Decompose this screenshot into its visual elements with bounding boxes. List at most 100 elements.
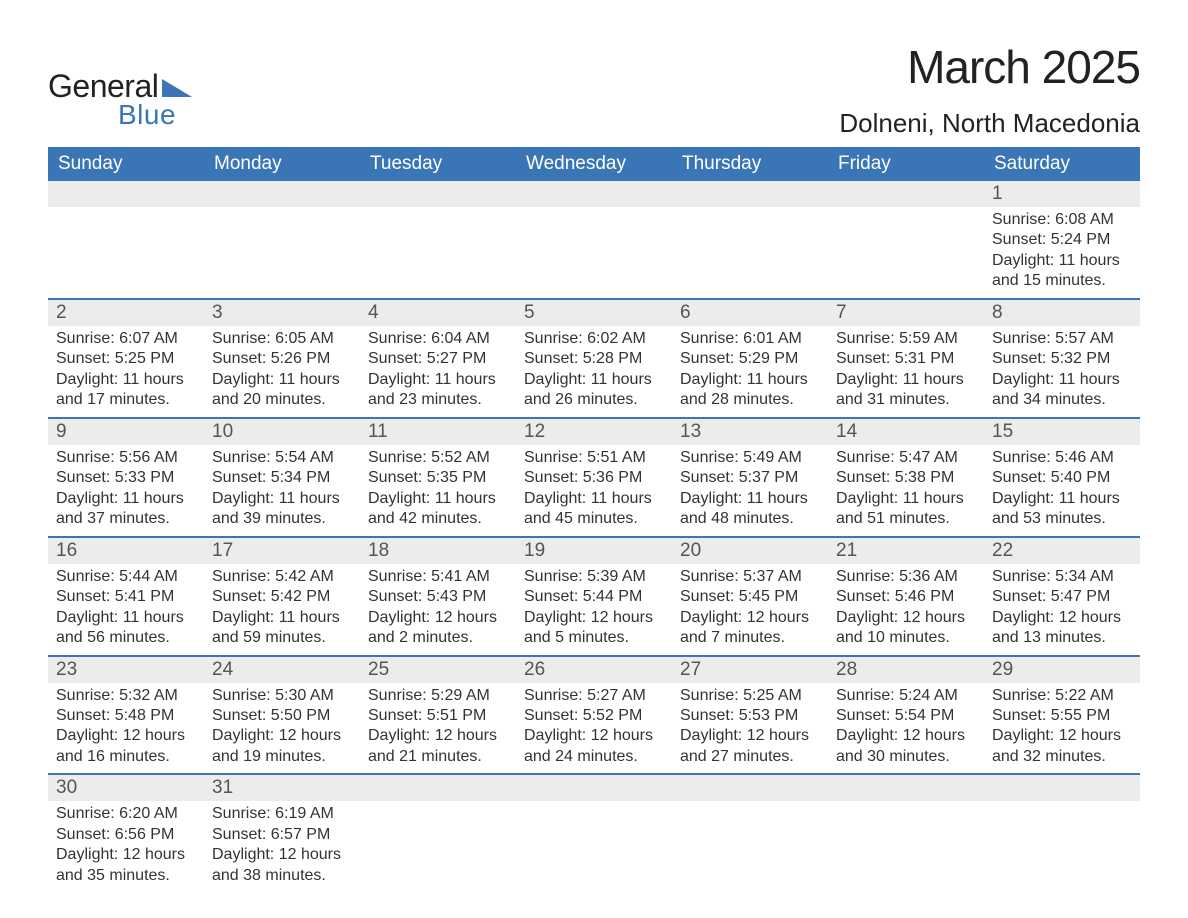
day-number: 27 (672, 657, 828, 683)
calendar-cell: 2Sunrise: 6:07 AMSunset: 5:25 PMDaylight… (48, 299, 204, 418)
day-number (48, 181, 204, 207)
day-number (828, 775, 984, 801)
day-data: Sunrise: 6:01 AMSunset: 5:29 PMDaylight:… (672, 326, 828, 417)
title-block: March 2025 Dolneni, North Macedonia (839, 40, 1140, 139)
calendar-cell (672, 181, 828, 299)
calendar-cell: 29Sunrise: 5:22 AMSunset: 5:55 PMDayligh… (984, 656, 1140, 775)
day-number: 30 (48, 775, 204, 801)
day-number: 23 (48, 657, 204, 683)
calendar-cell (672, 774, 828, 892)
day-data: Sunrise: 5:27 AMSunset: 5:52 PMDaylight:… (516, 683, 672, 774)
calendar-cell (360, 181, 516, 299)
day-data (48, 207, 204, 277)
day-number: 2 (48, 300, 204, 326)
day-number: 4 (360, 300, 516, 326)
day-number: 12 (516, 419, 672, 445)
day-data (204, 207, 360, 277)
calendar-cell: 7Sunrise: 5:59 AMSunset: 5:31 PMDaylight… (828, 299, 984, 418)
calendar-cell (516, 774, 672, 892)
day-number: 5 (516, 300, 672, 326)
col-friday: Friday (828, 147, 984, 181)
day-data: Sunrise: 5:41 AMSunset: 5:43 PMDaylight:… (360, 564, 516, 655)
day-data: Sunrise: 5:37 AMSunset: 5:45 PMDaylight:… (672, 564, 828, 655)
day-number: 25 (360, 657, 516, 683)
day-data: Sunrise: 6:04 AMSunset: 5:27 PMDaylight:… (360, 326, 516, 417)
calendar-cell: 28Sunrise: 5:24 AMSunset: 5:54 PMDayligh… (828, 656, 984, 775)
calendar-table: Sunday Monday Tuesday Wednesday Thursday… (48, 147, 1140, 892)
day-data: Sunrise: 5:47 AMSunset: 5:38 PMDaylight:… (828, 445, 984, 536)
day-data: Sunrise: 5:30 AMSunset: 5:50 PMDaylight:… (204, 683, 360, 774)
day-data: Sunrise: 5:24 AMSunset: 5:54 PMDaylight:… (828, 683, 984, 774)
calendar-cell (48, 181, 204, 299)
day-number (516, 181, 672, 207)
day-number: 20 (672, 538, 828, 564)
day-number: 6 (672, 300, 828, 326)
day-number: 14 (828, 419, 984, 445)
day-number (672, 775, 828, 801)
calendar-cell: 24Sunrise: 5:30 AMSunset: 5:50 PMDayligh… (204, 656, 360, 775)
calendar-cell (516, 181, 672, 299)
day-data (360, 801, 516, 871)
day-data: Sunrise: 6:07 AMSunset: 5:25 PMDaylight:… (48, 326, 204, 417)
brand-word2: Blue (118, 99, 192, 131)
calendar-cell: 19Sunrise: 5:39 AMSunset: 5:44 PMDayligh… (516, 537, 672, 656)
day-number: 24 (204, 657, 360, 683)
day-number: 29 (984, 657, 1140, 683)
day-data: Sunrise: 5:49 AMSunset: 5:37 PMDaylight:… (672, 445, 828, 536)
day-data (984, 801, 1140, 871)
calendar-cell: 10Sunrise: 5:54 AMSunset: 5:34 PMDayligh… (204, 418, 360, 537)
page-title: March 2025 (839, 40, 1140, 94)
calendar-week-row: 9Sunrise: 5:56 AMSunset: 5:33 PMDaylight… (48, 418, 1140, 537)
day-data: Sunrise: 5:22 AMSunset: 5:55 PMDaylight:… (984, 683, 1140, 774)
calendar-cell: 15Sunrise: 5:46 AMSunset: 5:40 PMDayligh… (984, 418, 1140, 537)
day-number: 10 (204, 419, 360, 445)
calendar-cell (204, 181, 360, 299)
day-data (516, 801, 672, 871)
day-number (828, 181, 984, 207)
calendar-cell: 30Sunrise: 6:20 AMSunset: 6:56 PMDayligh… (48, 774, 204, 892)
col-saturday: Saturday (984, 147, 1140, 181)
day-number: 21 (828, 538, 984, 564)
day-data: Sunrise: 5:32 AMSunset: 5:48 PMDaylight:… (48, 683, 204, 774)
calendar-week-row: 16Sunrise: 5:44 AMSunset: 5:41 PMDayligh… (48, 537, 1140, 656)
day-data (828, 801, 984, 871)
calendar-cell: 11Sunrise: 5:52 AMSunset: 5:35 PMDayligh… (360, 418, 516, 537)
calendar-cell (828, 181, 984, 299)
calendar-cell: 18Sunrise: 5:41 AMSunset: 5:43 PMDayligh… (360, 537, 516, 656)
day-data (672, 801, 828, 871)
day-data (360, 207, 516, 277)
day-number: 7 (828, 300, 984, 326)
calendar-cell: 22Sunrise: 5:34 AMSunset: 5:47 PMDayligh… (984, 537, 1140, 656)
day-data: Sunrise: 5:39 AMSunset: 5:44 PMDaylight:… (516, 564, 672, 655)
col-tuesday: Tuesday (360, 147, 516, 181)
calendar-cell: 31Sunrise: 6:19 AMSunset: 6:57 PMDayligh… (204, 774, 360, 892)
day-data: Sunrise: 5:57 AMSunset: 5:32 PMDaylight:… (984, 326, 1140, 417)
day-number: 15 (984, 419, 1140, 445)
calendar-cell: 1Sunrise: 6:08 AMSunset: 5:24 PMDaylight… (984, 181, 1140, 299)
calendar-cell (984, 774, 1140, 892)
calendar-cell: 5Sunrise: 6:02 AMSunset: 5:28 PMDaylight… (516, 299, 672, 418)
day-number (360, 775, 516, 801)
brand-triangle-icon (162, 75, 192, 102)
location-subtitle: Dolneni, North Macedonia (839, 108, 1140, 139)
day-data: Sunrise: 6:20 AMSunset: 6:56 PMDaylight:… (48, 801, 204, 892)
day-number (672, 181, 828, 207)
calendar-cell: 26Sunrise: 5:27 AMSunset: 5:52 PMDayligh… (516, 656, 672, 775)
day-data: Sunrise: 5:25 AMSunset: 5:53 PMDaylight:… (672, 683, 828, 774)
calendar-week-row: 30Sunrise: 6:20 AMSunset: 6:56 PMDayligh… (48, 774, 1140, 892)
day-data: Sunrise: 5:54 AMSunset: 5:34 PMDaylight:… (204, 445, 360, 536)
calendar-cell: 9Sunrise: 5:56 AMSunset: 5:33 PMDaylight… (48, 418, 204, 537)
day-data: Sunrise: 5:52 AMSunset: 5:35 PMDaylight:… (360, 445, 516, 536)
day-number: 28 (828, 657, 984, 683)
calendar-cell: 12Sunrise: 5:51 AMSunset: 5:36 PMDayligh… (516, 418, 672, 537)
day-data: Sunrise: 5:56 AMSunset: 5:33 PMDaylight:… (48, 445, 204, 536)
brand-logo: General Blue (48, 68, 192, 131)
col-sunday: Sunday (48, 147, 204, 181)
day-data: Sunrise: 5:44 AMSunset: 5:41 PMDaylight:… (48, 564, 204, 655)
col-wednesday: Wednesday (516, 147, 672, 181)
calendar-cell: 27Sunrise: 5:25 AMSunset: 5:53 PMDayligh… (672, 656, 828, 775)
day-number: 22 (984, 538, 1140, 564)
calendar-cell: 4Sunrise: 6:04 AMSunset: 5:27 PMDaylight… (360, 299, 516, 418)
day-number: 13 (672, 419, 828, 445)
header: General Blue March 2025 Dolneni, North M… (48, 40, 1140, 139)
